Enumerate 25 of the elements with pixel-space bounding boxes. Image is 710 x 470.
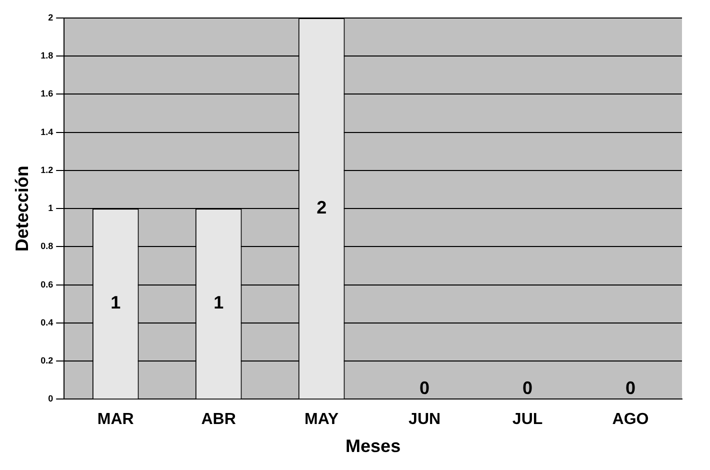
data-label: 1	[214, 292, 224, 313]
x-tick-label: MAR	[97, 411, 134, 428]
x-tick-label: AGO	[612, 411, 649, 428]
y-tick-label: 0	[48, 394, 54, 404]
x-tick-label: MAY	[304, 411, 339, 428]
x-tick-label: ABR	[201, 411, 236, 428]
y-tick-label: 0.6	[40, 279, 54, 290]
data-label: 0	[522, 378, 533, 398]
data-label: 0	[626, 378, 636, 398]
y-tick-label: 1.6	[40, 88, 54, 99]
y-tick-label: 1.2	[40, 164, 54, 175]
y-tick-label: 1	[48, 203, 54, 214]
y-tick-label: 1.8	[40, 50, 54, 61]
x-tick-label: JUL	[512, 411, 543, 428]
data-label: 0	[420, 378, 430, 398]
y-tick-label: 0.8	[40, 241, 54, 252]
y-tick-label: 0.4	[40, 317, 54, 328]
y-axis-title: Detección	[12, 166, 32, 252]
data-label: 2	[316, 197, 327, 218]
x-tick-label: JUN	[408, 411, 441, 428]
data-label: 1	[110, 292, 121, 313]
y-tick-label: 0.2	[40, 356, 54, 366]
x-axis-title: Meses	[346, 436, 401, 456]
y-tick-label: 1.4	[40, 126, 54, 137]
y-tick-label: 2	[48, 12, 54, 22]
